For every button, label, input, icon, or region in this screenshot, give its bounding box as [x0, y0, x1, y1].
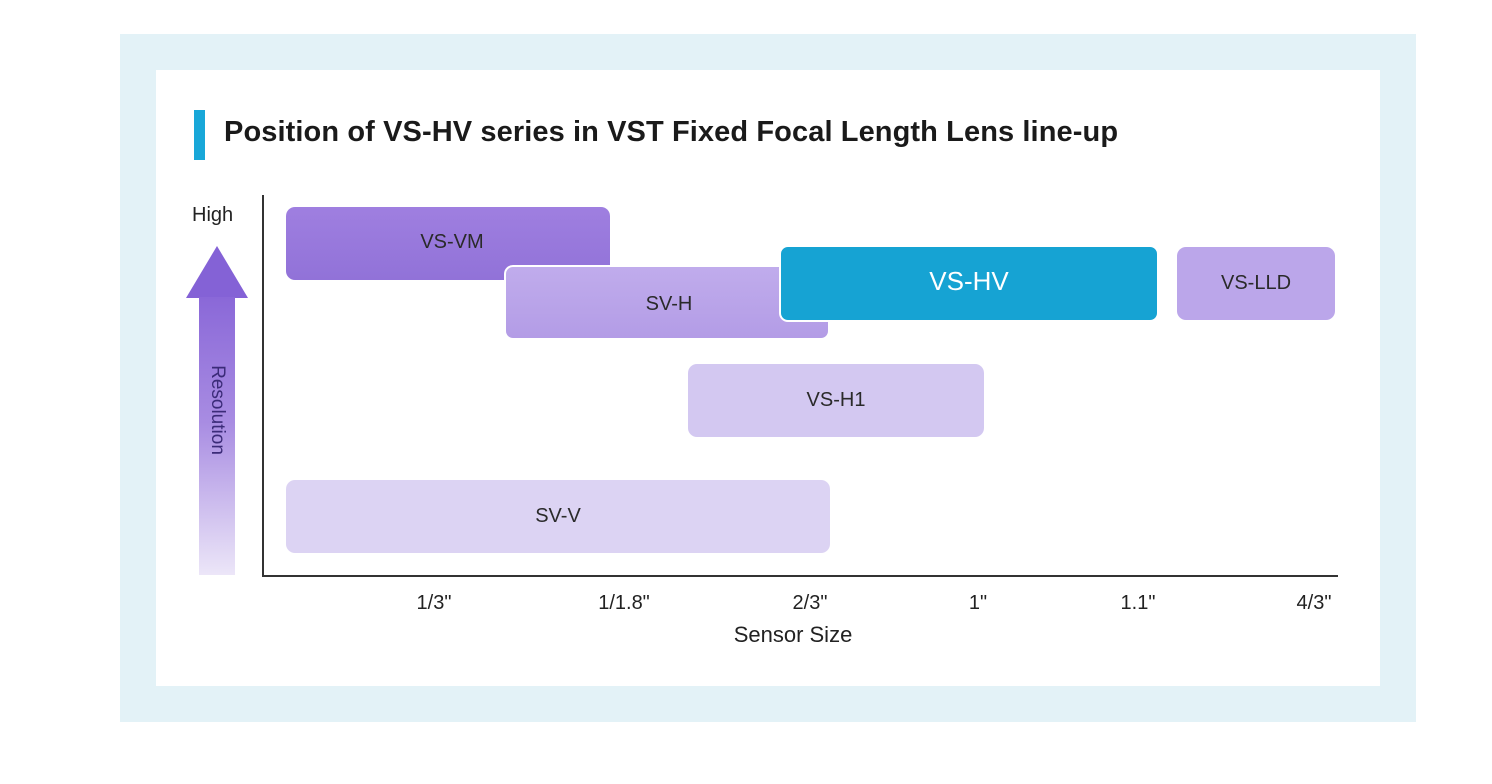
- lens-series-bar-sv-h: SV-H: [504, 265, 830, 340]
- lens-series-label: VS-LLD: [1220, 272, 1292, 294]
- resolution-arrow-head-icon: [186, 246, 248, 298]
- x-tick: 2/3": [792, 592, 828, 614]
- title-accent-bar: [194, 110, 205, 160]
- lens-series-label: SV-H: [645, 293, 693, 315]
- diagram-title: Position of VS-HV series in VST Fixed Fo…: [224, 116, 1119, 148]
- y-axis-high-label: High: [192, 204, 234, 226]
- x-tick: 1.1": [1120, 592, 1156, 614]
- lens-series-label: VS-VM: [420, 231, 484, 253]
- x-tick: 1/1.8": [598, 592, 650, 614]
- y-axis-line: [262, 195, 264, 577]
- x-axis-line: [262, 575, 1338, 577]
- lens-series-label: VS-H1: [806, 389, 866, 411]
- lens-series-bar-vs-h1: VS-H1: [688, 364, 984, 437]
- resolution-arrow-shaft: [199, 297, 235, 575]
- y-axis-label: Resolution: [207, 365, 228, 455]
- x-axis-title: Sensor Size: [733, 622, 853, 647]
- lens-series-bar-sv-v: SV-V: [286, 480, 830, 553]
- lens-series-bar-vs-lld: VS-LLD: [1177, 247, 1335, 320]
- x-tick: 4/3": [1296, 592, 1332, 614]
- lens-series-bar-vs-hv: VS-HV: [779, 245, 1159, 322]
- lens-series-label: VS-HV: [929, 266, 1009, 296]
- x-tick: 1/3": [416, 592, 452, 614]
- x-tick: 1": [968, 592, 988, 614]
- lens-series-label: SV-V: [535, 505, 581, 527]
